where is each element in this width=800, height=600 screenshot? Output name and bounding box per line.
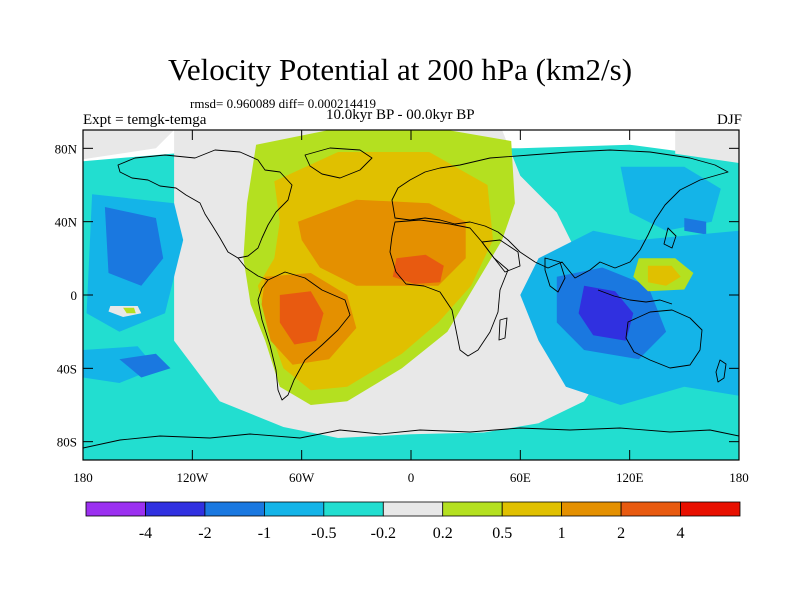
colorbar-label: -0.5 bbox=[311, 525, 336, 542]
colorbar-swatch bbox=[204, 501, 265, 517]
south-america-coast bbox=[257, 271, 351, 401]
lon-tick-label: 180 bbox=[73, 470, 93, 485]
arabia-coast bbox=[481, 239, 521, 273]
contour-region-indian-ocean-core bbox=[578, 285, 634, 341]
colorbar-swatch bbox=[442, 501, 503, 517]
contour-region-west-pacific-orange bbox=[647, 265, 681, 286]
lon-tick-label: 180 bbox=[729, 470, 749, 485]
colorbar-swatch bbox=[263, 501, 325, 517]
colorbar: -4 -2 -1 -0.5 -0.2 0.2 0.5 1 2 4 bbox=[85, 501, 741, 542]
contour-region-south-america-core bbox=[279, 291, 324, 345]
colorbar-label: -2 bbox=[198, 525, 211, 542]
antarctica-coast bbox=[83, 427, 739, 449]
map-title: Velocity Potential at 200 hPa (km2/s) bbox=[167, 52, 633, 87]
contour-region-small-green-spot bbox=[123, 307, 136, 314]
colorbar-label: 0.5 bbox=[492, 525, 512, 542]
colorbar-swatch bbox=[382, 501, 444, 517]
colorbar-label: 1 bbox=[558, 525, 566, 542]
velocity-potential-field bbox=[83, 130, 739, 460]
contour-region-africa-core bbox=[392, 254, 444, 284]
colorbar-label: 4 bbox=[677, 525, 685, 542]
lat-tick-label: 80S bbox=[57, 435, 77, 450]
colorbar-label: -4 bbox=[139, 525, 152, 542]
period-label: 10.0kyr BP - 00.0kyr BP bbox=[326, 107, 475, 123]
central-america-coast bbox=[237, 257, 269, 281]
colorbar-swatch bbox=[323, 501, 384, 517]
lon-tick-label: 0 bbox=[408, 470, 415, 485]
lon-tick-label: 120W bbox=[176, 470, 209, 485]
lat-tick-label: 40N bbox=[55, 215, 78, 230]
contour-region-neutral-atlantic-band-2 bbox=[675, 130, 739, 163]
lon-tick-label: 120E bbox=[616, 470, 644, 485]
experiment-label: Expt = temgk-temga bbox=[83, 112, 207, 128]
coastlines bbox=[83, 147, 739, 449]
madagascar-coast bbox=[498, 317, 508, 341]
colorbar-label: -1 bbox=[258, 525, 271, 542]
contour-region-north-pacific-core bbox=[684, 218, 707, 235]
colorbar-swatch bbox=[85, 501, 146, 517]
rmsd-diff-stats: rmsd= 0.960089 diff= 0.000214419 bbox=[190, 96, 376, 111]
lon-tick-label: 60W bbox=[289, 470, 315, 485]
eurasia-coast bbox=[391, 149, 729, 279]
india-coast bbox=[544, 257, 566, 293]
colorbar-swatch bbox=[620, 501, 681, 517]
contour-region-neutral-atlantic-band-1 bbox=[83, 130, 175, 160]
australia-coast bbox=[625, 309, 703, 369]
new-zealand-coast bbox=[715, 359, 727, 383]
colorbar-swatch bbox=[501, 501, 563, 517]
japan-coast bbox=[663, 227, 677, 249]
colorbar-label: 0.2 bbox=[433, 525, 453, 542]
lon-tick-label: 60E bbox=[510, 470, 531, 485]
greenland-coast bbox=[304, 147, 373, 179]
contour-region-pacific-east-core bbox=[119, 353, 171, 378]
axis-ticks: 80N 40N 0 40S 80S 180 120W 60W 0 60E 120E 180 bbox=[55, 130, 749, 485]
contour-region-pacific-west-core bbox=[104, 207, 164, 286]
colorbar-swatch bbox=[145, 501, 206, 517]
colorbar-swatch bbox=[680, 501, 741, 517]
lat-tick-label: 80N bbox=[55, 141, 78, 156]
indonesia-coast bbox=[597, 289, 673, 305]
colorbar-label: -0.2 bbox=[371, 525, 396, 542]
lat-tick-label: 0 bbox=[71, 288, 78, 303]
season-label: DJF bbox=[716, 112, 742, 128]
north-america-coast bbox=[117, 149, 293, 259]
lat-tick-label: 40S bbox=[57, 361, 77, 376]
africa-coast bbox=[389, 219, 509, 357]
colorbar-swatch bbox=[561, 501, 622, 517]
colorbar-label: 2 bbox=[617, 525, 625, 542]
